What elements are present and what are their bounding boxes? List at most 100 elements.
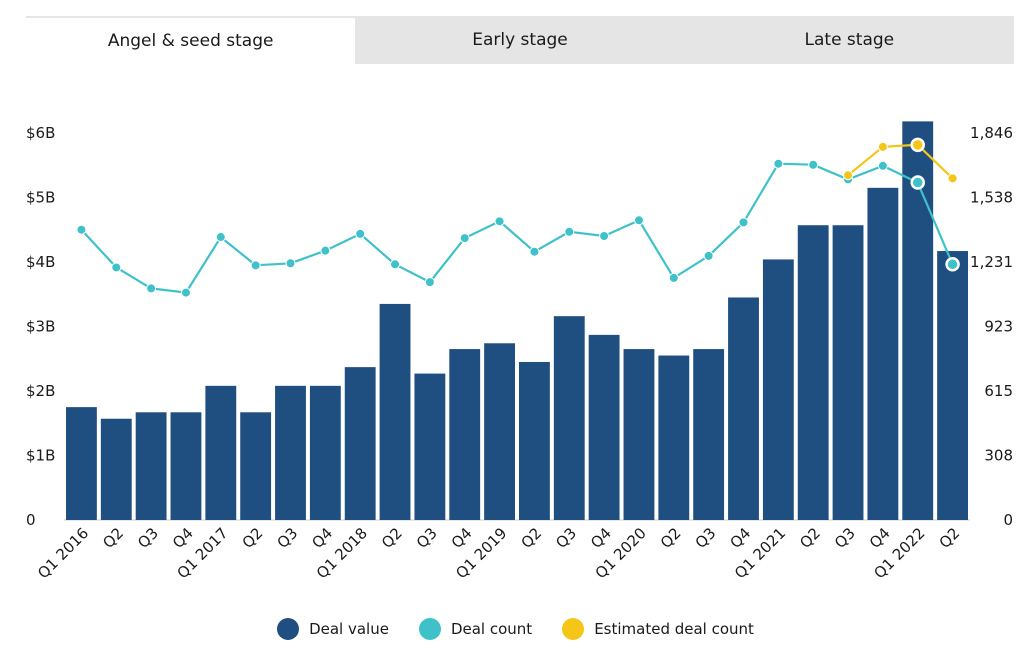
y-right-tick-label: 1,231 — [970, 253, 1013, 271]
bar-deal-value — [414, 373, 446, 520]
point-deal-count — [773, 158, 784, 169]
point-deal-count — [877, 160, 888, 171]
y-right-tick-label: 615 — [984, 382, 1013, 400]
legend-item-estimated-deal-count[interactable]: Estimated deal count — [562, 618, 754, 640]
x-tick-label: Q2 — [796, 524, 824, 552]
point-deal-count — [180, 287, 191, 298]
point-estimated — [843, 170, 854, 181]
legend-label-estimated: Estimated deal count — [594, 620, 754, 638]
bar-deal-value — [135, 412, 167, 520]
x-tick-label: Q3 — [413, 524, 441, 552]
point-deal-count — [285, 258, 296, 269]
x-tick-label: Q2 — [936, 524, 964, 552]
point-deal-count — [424, 277, 435, 288]
point-deal-count — [250, 260, 261, 271]
legend-item-deal-value[interactable]: Deal value — [277, 618, 389, 640]
y-left-tick-label: $6B — [26, 124, 55, 142]
bar-deal-value — [309, 385, 341, 520]
legend-swatch-deal-value — [277, 618, 300, 640]
x-tick-label: Q3 — [831, 524, 859, 552]
x-tick-label: Q4 — [866, 524, 894, 552]
x-tick-label: Q4 — [169, 524, 197, 552]
x-tick-label: Q4 — [587, 524, 615, 552]
x-tick-label: Q2 — [239, 524, 267, 552]
point-deal-count — [355, 228, 366, 239]
x-tick-label: Q2 — [517, 524, 545, 552]
point-deal-count — [738, 217, 749, 228]
point-deal-count — [390, 259, 401, 270]
y-left-tick-label: $2B — [26, 382, 55, 400]
point-deal-count — [945, 257, 960, 272]
bar-deal-value — [100, 418, 132, 520]
x-tick-label: Q3 — [552, 524, 580, 552]
y-left-tick-label: $1B — [26, 447, 55, 465]
bar-deal-value — [937, 251, 968, 520]
bar-deal-value — [519, 361, 550, 520]
line-deal-count — [80, 162, 954, 294]
y-left-tick-label: $5B — [26, 189, 55, 207]
tab-early-stage[interactable]: Early stage — [472, 30, 568, 50]
tab-angel-seed[interactable]: Angel & seed stage — [26, 16, 356, 64]
point-deal-count — [215, 232, 226, 243]
y-right-tick-label: 923 — [984, 318, 1013, 336]
bar-deal-value — [693, 349, 725, 520]
bar-deal-value — [484, 343, 515, 520]
bar-deal-value — [170, 412, 202, 520]
bar-deal-value — [344, 367, 376, 520]
x-tick-label: Q4 — [448, 524, 476, 552]
bar-deal-value — [553, 316, 585, 520]
legend-swatch-deal-count — [418, 618, 441, 640]
point-deal-count — [146, 283, 157, 294]
bar-deal-value — [449, 349, 481, 520]
point-deal-count — [703, 250, 714, 261]
x-tick-label: Q2 — [99, 524, 127, 552]
chart-legend: Deal value Deal count Estimated deal cou… — [0, 618, 1031, 640]
bar-deal-value — [728, 297, 759, 520]
deal-chart: 0 $1B $2B $3B $4B $5B $6B 0 308 615 923 1,231 1,538 1… — [26, 121, 1013, 582]
bar-deal-value — [66, 407, 97, 520]
y-right-tick-label: 308 — [984, 447, 1013, 465]
point-estimated — [877, 141, 888, 152]
bar-deal-value — [588, 334, 620, 520]
bar-deal-value — [623, 349, 655, 520]
x-tick-label: Q4 — [308, 524, 336, 552]
bar-deal-value — [275, 385, 306, 520]
legend-label-deal-count: Deal count — [450, 620, 533, 638]
y-right-tick-label: 0 — [1003, 511, 1013, 529]
bar-deal-value — [832, 225, 864, 521]
y-right-tick-label: 1,538 — [970, 189, 1013, 207]
point-estimated — [910, 137, 925, 153]
y-right-tick-label: 1,846 — [970, 124, 1013, 142]
legend-item-deal-count[interactable]: Deal count — [418, 618, 533, 640]
bar-deal-value — [867, 187, 899, 520]
point-deal-count — [111, 262, 122, 273]
bar-deal-value — [205, 385, 237, 520]
point-deal-count — [633, 215, 644, 226]
point-deal-count — [320, 245, 331, 256]
point-deal-count — [910, 175, 925, 190]
point-deal-count — [668, 272, 679, 283]
bar-deal-value — [797, 225, 829, 521]
x-tick-label: Q3 — [134, 524, 162, 552]
point-deal-count — [599, 231, 610, 242]
stage-tabs: Angel & seed stage Early stage Late stag… — [26, 16, 1014, 64]
bar-deal-value — [658, 355, 690, 520]
legend-swatch-estimated — [562, 618, 585, 640]
point-estimated — [947, 173, 958, 184]
x-tick-label: Q1 2016 — [34, 524, 92, 582]
x-tick-label: Q3 — [273, 524, 301, 552]
point-deal-count — [529, 246, 540, 257]
line-estimated-deal-count — [847, 143, 954, 180]
bar-deal-value — [240, 412, 272, 520]
point-deal-count — [494, 216, 505, 227]
bar-deal-value — [762, 259, 794, 520]
y-left-tick-label: $3B — [26, 318, 55, 336]
tab-late-stage[interactable]: Late stage — [804, 30, 895, 50]
point-deal-count — [808, 159, 819, 170]
legend-label-deal-value: Deal value — [309, 620, 389, 638]
bar-deal-value — [379, 303, 411, 520]
y-left-tick-label: 0 — [26, 511, 36, 529]
x-tick-label: Q2 — [657, 524, 685, 552]
point-deal-count — [76, 224, 87, 235]
x-tick-label: Q3 — [692, 524, 720, 552]
